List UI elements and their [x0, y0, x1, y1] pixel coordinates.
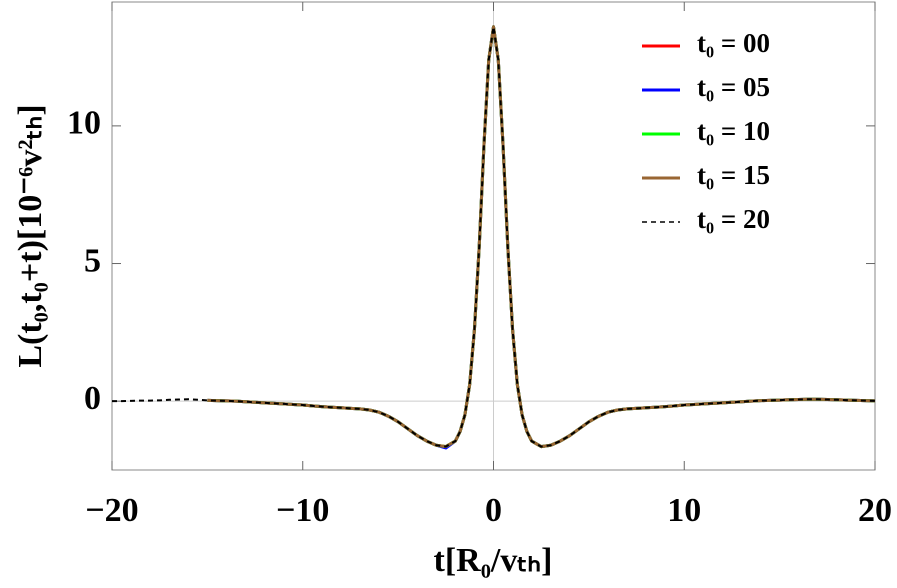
x-tick-label: 10: [667, 492, 701, 529]
x-tick-label: 20: [858, 492, 892, 529]
series-line: [207, 25, 876, 449]
x-axis-label: t[R₀/vₜₕ]: [434, 542, 553, 579]
x-tick-label: −20: [85, 492, 138, 529]
legend-label: t₀ = 20: [697, 204, 770, 234]
legend-label: t₀ = 00: [697, 28, 770, 58]
x-tick-label: −10: [276, 492, 329, 529]
series-line: [207, 25, 876, 449]
y-tick-label: 5: [84, 242, 101, 279]
y-axis-label: L(t₀,t₀+t)[10⁻⁶v²ₜₕ]: [12, 104, 49, 367]
series-line: [112, 25, 876, 448]
series-line: [207, 25, 876, 449]
legend-label: t₀ = 15: [697, 160, 770, 190]
legend-label: t₀ = 10: [697, 116, 770, 146]
y-tick-label: 10: [67, 105, 101, 142]
y-tick-label: 0: [84, 380, 101, 417]
x-tick-label: 0: [485, 492, 502, 529]
series-line: [207, 25, 876, 450]
legend-label: t₀ = 05: [697, 72, 770, 102]
